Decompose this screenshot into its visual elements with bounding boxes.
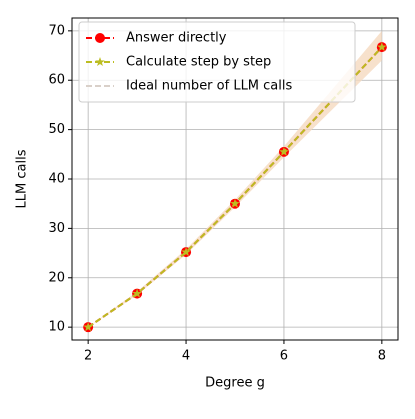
y-tick-label: 60 bbox=[48, 73, 65, 88]
y-tick-label: 30 bbox=[48, 221, 65, 236]
data-point bbox=[230, 198, 240, 208]
legend-label: Calculate step by step bbox=[126, 55, 271, 70]
legend-marker bbox=[95, 57, 105, 67]
data-point bbox=[132, 288, 142, 298]
y-tick-label: 70 bbox=[48, 23, 65, 38]
y-tick-label: 50 bbox=[48, 122, 65, 137]
legend-label: Ideal number of LLM calls bbox=[126, 79, 292, 94]
data-point bbox=[377, 42, 387, 52]
x-axis-label: Degree g bbox=[205, 376, 265, 391]
plot-frame bbox=[71, 17, 399, 341]
data-point bbox=[181, 247, 191, 257]
data-point bbox=[279, 146, 289, 156]
x-tick-label: 8 bbox=[378, 349, 386, 364]
legend-label: Answer directly bbox=[126, 31, 227, 46]
y-axis-label: LLM calls bbox=[15, 149, 30, 208]
y-tick-label: 10 bbox=[48, 320, 65, 335]
legend-box bbox=[78, 21, 356, 103]
y-tick-label: 40 bbox=[48, 172, 65, 187]
data-point bbox=[83, 322, 93, 332]
x-tick-label: 2 bbox=[84, 349, 92, 364]
legend: Answer directly Calculate step by step Ide… bbox=[78, 21, 356, 103]
legend-marker bbox=[95, 33, 105, 43]
x-tick-label: 6 bbox=[280, 349, 288, 364]
y-tick-label: 20 bbox=[48, 270, 65, 285]
x-tick-label: 4 bbox=[182, 349, 190, 364]
series-line bbox=[87, 46, 383, 328]
